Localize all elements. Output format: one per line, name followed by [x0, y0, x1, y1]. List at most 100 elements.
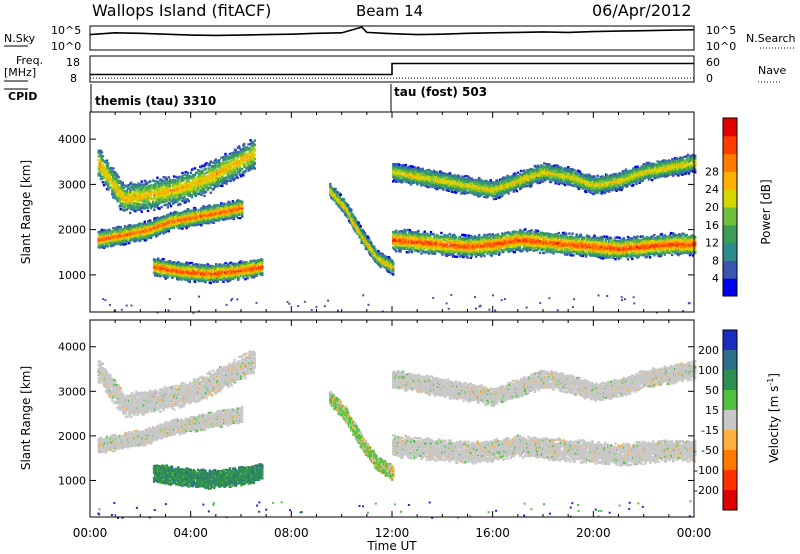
- scatter-cell: [409, 165, 413, 168]
- scatter-cell: [222, 161, 225, 164]
- scatter-cell: [230, 172, 233, 176]
- scatter-cell: [231, 262, 235, 265]
- scatter-cell: [151, 187, 154, 190]
- scatter-cell: [220, 171, 223, 174]
- scatter-cell: [100, 157, 104, 160]
- scatter-cell: [225, 204, 228, 207]
- scatter-cell: [160, 259, 163, 262]
- scatter-cell: [136, 238, 139, 241]
- scatter-cell: [138, 222, 141, 225]
- scatter-cell: [234, 210, 238, 213]
- scatter-cell: [202, 280, 205, 283]
- scatter-cell: [143, 232, 146, 235]
- scatter-cell: [167, 182, 171, 185]
- scatter-cell: [113, 188, 116, 191]
- scatter-cell: [170, 190, 174, 194]
- scatter-cell: [144, 193, 148, 196]
- scatter-cell: [241, 202, 244, 206]
- scatter-cell: [238, 202, 242, 205]
- scatter-cell: [188, 192, 192, 195]
- scatter-cell: [145, 238, 149, 241]
- scatter-cell: [200, 193, 203, 197]
- scatter-cell: [187, 179, 190, 183]
- scatter-cell: [142, 190, 145, 194]
- scatter-cell: [241, 200, 244, 203]
- scatter-cell: [107, 162, 110, 165]
- scatter-cell: [142, 185, 145, 188]
- scatter-cell: [176, 197, 179, 200]
- scatter-cell: [193, 280, 197, 283]
- scatter-cell: [200, 224, 203, 227]
- scatter-cell: [147, 200, 151, 204]
- scatter-cell: [243, 142, 246, 146]
- scatter-cell: [214, 158, 218, 161]
- scatter-cell: [133, 183, 136, 186]
- scatter-cell: [164, 196, 167, 199]
- scatter-cell: [186, 198, 189, 201]
- scatter-cell: [124, 229, 128, 232]
- scatter-cell: [166, 184, 170, 187]
- scatter-cell: [224, 181, 227, 184]
- scatter-cell: [122, 236, 126, 239]
- scatter-cell: [253, 153, 256, 157]
- scatter-cell: [163, 180, 166, 183]
- scatter-cell: [253, 157, 256, 160]
- scatter-cell: [209, 178, 212, 181]
- scatter-cell: [334, 189, 337, 193]
- scatter-cell: [250, 275, 253, 278]
- scatter-cell: [214, 179, 218, 182]
- scatter-cell: [240, 175, 243, 178]
- scatter-cell: [102, 165, 106, 168]
- scatter-cell: [197, 210, 200, 213]
- scatter-cell: [200, 263, 203, 267]
- scatter-cell: [183, 173, 186, 176]
- scatter-cell: [354, 217, 357, 220]
- scatter-cell: [102, 184, 106, 187]
- scatter-cell: [139, 208, 142, 211]
- scatter-cell: [216, 177, 220, 180]
- scatter-cell: [224, 215, 227, 218]
- scatter-cell: [149, 207, 153, 210]
- scatter-cell: [338, 196, 341, 199]
- scatter-cell: [115, 235, 118, 239]
- scatter-cell: [253, 162, 256, 166]
- scatter-cell: [124, 194, 128, 197]
- scatter-cell: [238, 276, 241, 279]
- scatter-cell: [181, 268, 184, 271]
- scatter-cell: [152, 233, 155, 237]
- scatter-cell: [223, 172, 226, 175]
- scatter-cell: [171, 200, 175, 203]
- scatter-cell: [232, 160, 235, 164]
- scatter-cell: [158, 233, 161, 236]
- cpid-segment-2: tau (fost) 503: [394, 85, 487, 99]
- scatter-cell: [166, 195, 170, 199]
- scatter-cell: [336, 191, 339, 194]
- scatter-cell: [156, 184, 159, 188]
- scatter-cell: [188, 261, 191, 265]
- scatter-cell: [138, 224, 141, 227]
- scatter-cell: [148, 205, 152, 208]
- scatter-cell: [196, 223, 199, 226]
- scatter-cell: [132, 200, 135, 203]
- scatter-cell: [222, 156, 225, 159]
- scatter-cell: [236, 146, 240, 149]
- scatter-cell: [216, 161, 220, 164]
- scatter-cell: [252, 165, 255, 168]
- freq-left-tick-bottom: 8: [70, 72, 77, 85]
- beam-label: Beam 14: [356, 2, 423, 20]
- scatter-cell: [159, 275, 162, 278]
- scatter-cell: [166, 203, 170, 207]
- scatter-cell: [202, 182, 205, 186]
- scatter-cell: [392, 273, 395, 276]
- scatter-cell: [127, 241, 131, 245]
- scatter-cell: [193, 167, 197, 170]
- scatter-cell: [161, 270, 164, 274]
- scatter-cell: [171, 195, 175, 198]
- scatter-cell: [238, 173, 242, 176]
- scatter-cell: [173, 265, 177, 268]
- scatter-cell: [105, 159, 109, 162]
- scatter-cell: [152, 258, 156, 261]
- scatter-cell: [143, 222, 146, 225]
- scatter-cell: [141, 186, 144, 189]
- scatter-cell: [111, 190, 114, 193]
